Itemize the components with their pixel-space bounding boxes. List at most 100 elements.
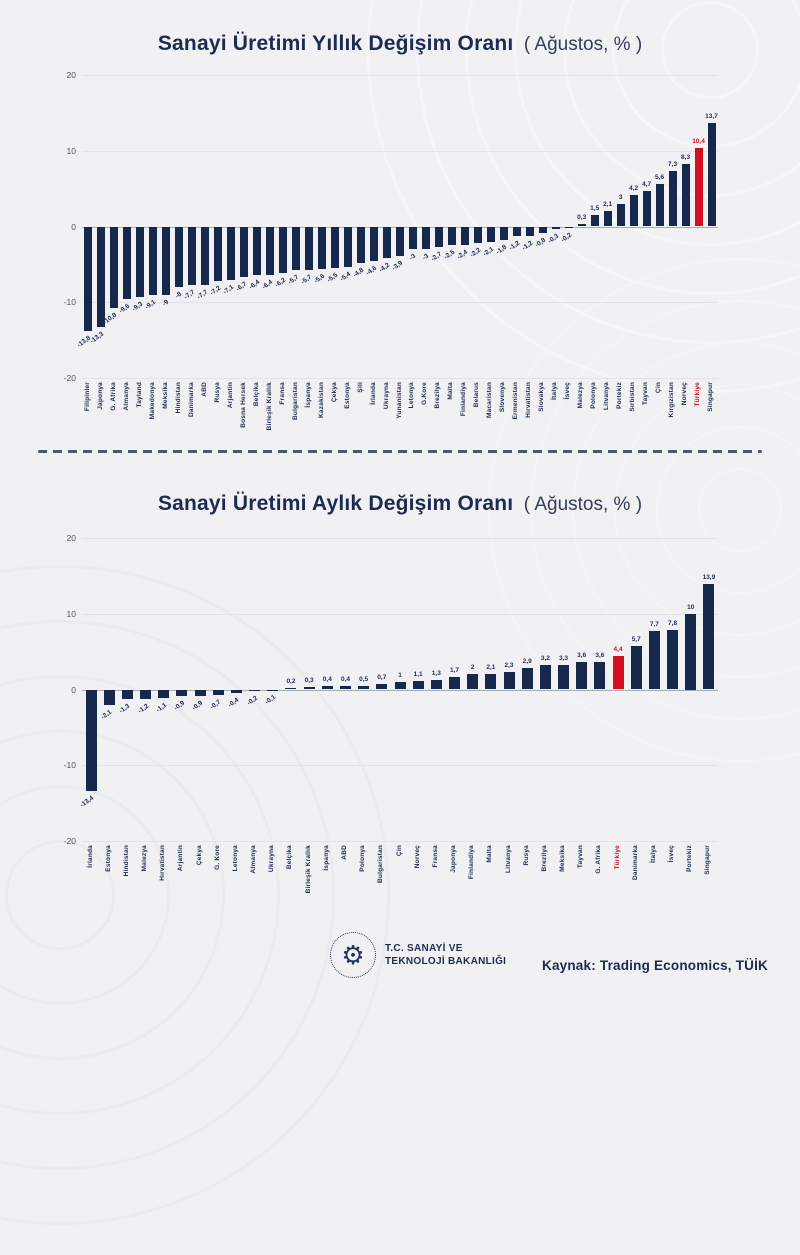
chart-bar	[201, 226, 210, 285]
bar-value-label: -0,9	[190, 699, 205, 713]
bar-value-label: -5,7	[300, 273, 314, 286]
x-axis-label: Makedonya	[148, 382, 156, 420]
x-axis-label: Malta	[447, 382, 455, 400]
bar-value-label: -0,1	[263, 693, 277, 707]
x-axis-label: Brezilya	[540, 845, 548, 872]
chart-bar	[103, 689, 115, 706]
bar-value-label: -2,2	[468, 246, 482, 260]
x-axis-label: Birleşik Krallık	[304, 845, 312, 894]
chart-bar	[339, 686, 351, 690]
x-axis-label: Çekya	[330, 382, 338, 403]
bar-value-label: -7,7	[196, 288, 210, 301]
chart-bar	[655, 184, 664, 227]
gridline	[82, 378, 718, 379]
x-axis-label-turkiye: Türkiye	[613, 845, 621, 870]
bar-value-label: -6,4	[261, 278, 275, 291]
chart-bar	[318, 226, 327, 269]
x-axis-label: Japonya	[96, 382, 104, 410]
chart-bar	[577, 224, 586, 227]
x-axis-label: Meksika	[559, 845, 567, 872]
x-axis-label: Slovenya	[499, 382, 507, 413]
chart-bar	[331, 226, 340, 269]
chart-bar	[503, 672, 515, 690]
chart-bar	[512, 226, 521, 236]
chart-bar	[642, 190, 651, 227]
chart-bar	[305, 226, 314, 270]
chart-bar	[434, 226, 443, 247]
x-axis-label: Singapur	[707, 382, 714, 412]
x-axis-label: Belçika	[252, 382, 260, 407]
x-axis-label: ABD	[340, 845, 348, 860]
y-axis-tick-label: 10	[66, 145, 76, 156]
annual-chart-plot: 20 10 0 -10 -20 -13,8 -13,3 -10,8 -9,6 -9,3 -9,1 -9…	[64, 70, 718, 383]
zero-axis-line	[82, 689, 718, 691]
chart-bar	[460, 226, 469, 245]
bar-value-label: -1,1	[154, 701, 168, 714]
chart-bar	[447, 226, 456, 246]
bar-value-label: -4,8	[351, 266, 366, 279]
bar-value-label: 4,4	[613, 646, 623, 654]
chart-bar	[408, 226, 417, 250]
x-axis-label: Yunanistan	[395, 382, 403, 419]
chart-bar	[321, 686, 333, 690]
chart-bar	[136, 226, 145, 297]
x-axis-label: Çekya	[195, 845, 203, 866]
ministry-branding: ⚙ T.C. SANAYİ VE TEKNOLOJİ BAKANLIĞI	[330, 932, 506, 978]
x-axis-label: Filipinler	[83, 382, 91, 412]
x-axis-label: Hindistan	[122, 845, 130, 877]
bar-value-label: 0,4	[322, 676, 332, 684]
x-axis-label: İtalya	[551, 382, 559, 400]
chart-bar	[603, 210, 612, 227]
x-axis-label: Ermenistan	[512, 382, 520, 420]
bar-value-label: 5,6	[655, 174, 665, 182]
bar-value-label: 0,5	[359, 675, 369, 683]
x-axis-label: Ukrayna	[268, 845, 276, 873]
bar-value-label: -0,8	[533, 236, 547, 249]
bar-value-label: 3,6	[577, 652, 587, 660]
bar-value-label: -6,4	[248, 278, 262, 291]
bar-value-label: 10,4	[692, 137, 705, 145]
x-axis-label: Estonya	[343, 382, 351, 409]
bar-value-label: -0,3	[546, 232, 560, 245]
chart-bar	[267, 689, 279, 691]
x-axis-label: Kırgızistan	[668, 382, 676, 418]
x-axis-label: Çin	[395, 845, 403, 857]
chart-bar	[123, 226, 132, 300]
x-axis-label: Rusya	[213, 382, 221, 403]
source-attribution: Kaynak: Trading Economics, TÜİK	[542, 958, 768, 973]
chart-bar	[667, 630, 679, 690]
x-axis-label: Bulgaristan	[291, 382, 299, 420]
x-axis-label: Arjantin	[226, 382, 234, 409]
bar-value-label: -6,2	[274, 277, 288, 290]
bar-value-label: -2,7	[429, 250, 443, 263]
bar-value-label: -5,7	[287, 273, 301, 286]
ministry-name-line1: T.C. SANAYİ VE	[385, 943, 463, 954]
chart-bar	[576, 662, 588, 690]
x-axis-label: Tayland	[135, 382, 143, 408]
y-axis-tick-label: -20	[63, 836, 76, 846]
chart-bar	[525, 226, 534, 236]
bar-value-label: 1,3	[431, 669, 441, 677]
annual-chart-title: Sanayi Üretimi Yıllık Değişim Oranı ( Ağ…	[0, 32, 800, 56]
chart-bar	[648, 631, 660, 690]
bar-value-label: 2,3	[504, 662, 514, 670]
chart-bar	[707, 122, 716, 227]
monthly-chart-x-labels: İrlanda Estonya Hindistan Malezya Hırvatista…	[82, 845, 718, 909]
y-axis-tick-label: -20	[63, 373, 76, 383]
bar-value-label: -0,7	[209, 698, 223, 711]
chart-bar	[551, 226, 560, 229]
chart-bar	[430, 679, 442, 690]
annual-chart-subtitle: ( Ağustos, % )	[523, 34, 643, 55]
bar-value-label: 0,3	[577, 214, 587, 222]
chart-bar	[357, 226, 366, 263]
y-axis-tick-label: 10	[66, 608, 76, 619]
bar-value-label: -7,7	[183, 288, 197, 301]
bar-value-label: -9,6	[118, 302, 132, 316]
bar-value-label: -5,5	[325, 271, 340, 285]
y-axis-tick-label: -10	[63, 297, 76, 308]
ministry-name-line2: TEKNOLOJİ BAKANLIĞI	[385, 956, 507, 967]
y-axis-tick-label: 20	[66, 70, 76, 80]
bar-value-label: 10	[687, 603, 695, 611]
bar-value-label: -5,4	[338, 271, 353, 284]
chart-bar	[564, 226, 573, 228]
